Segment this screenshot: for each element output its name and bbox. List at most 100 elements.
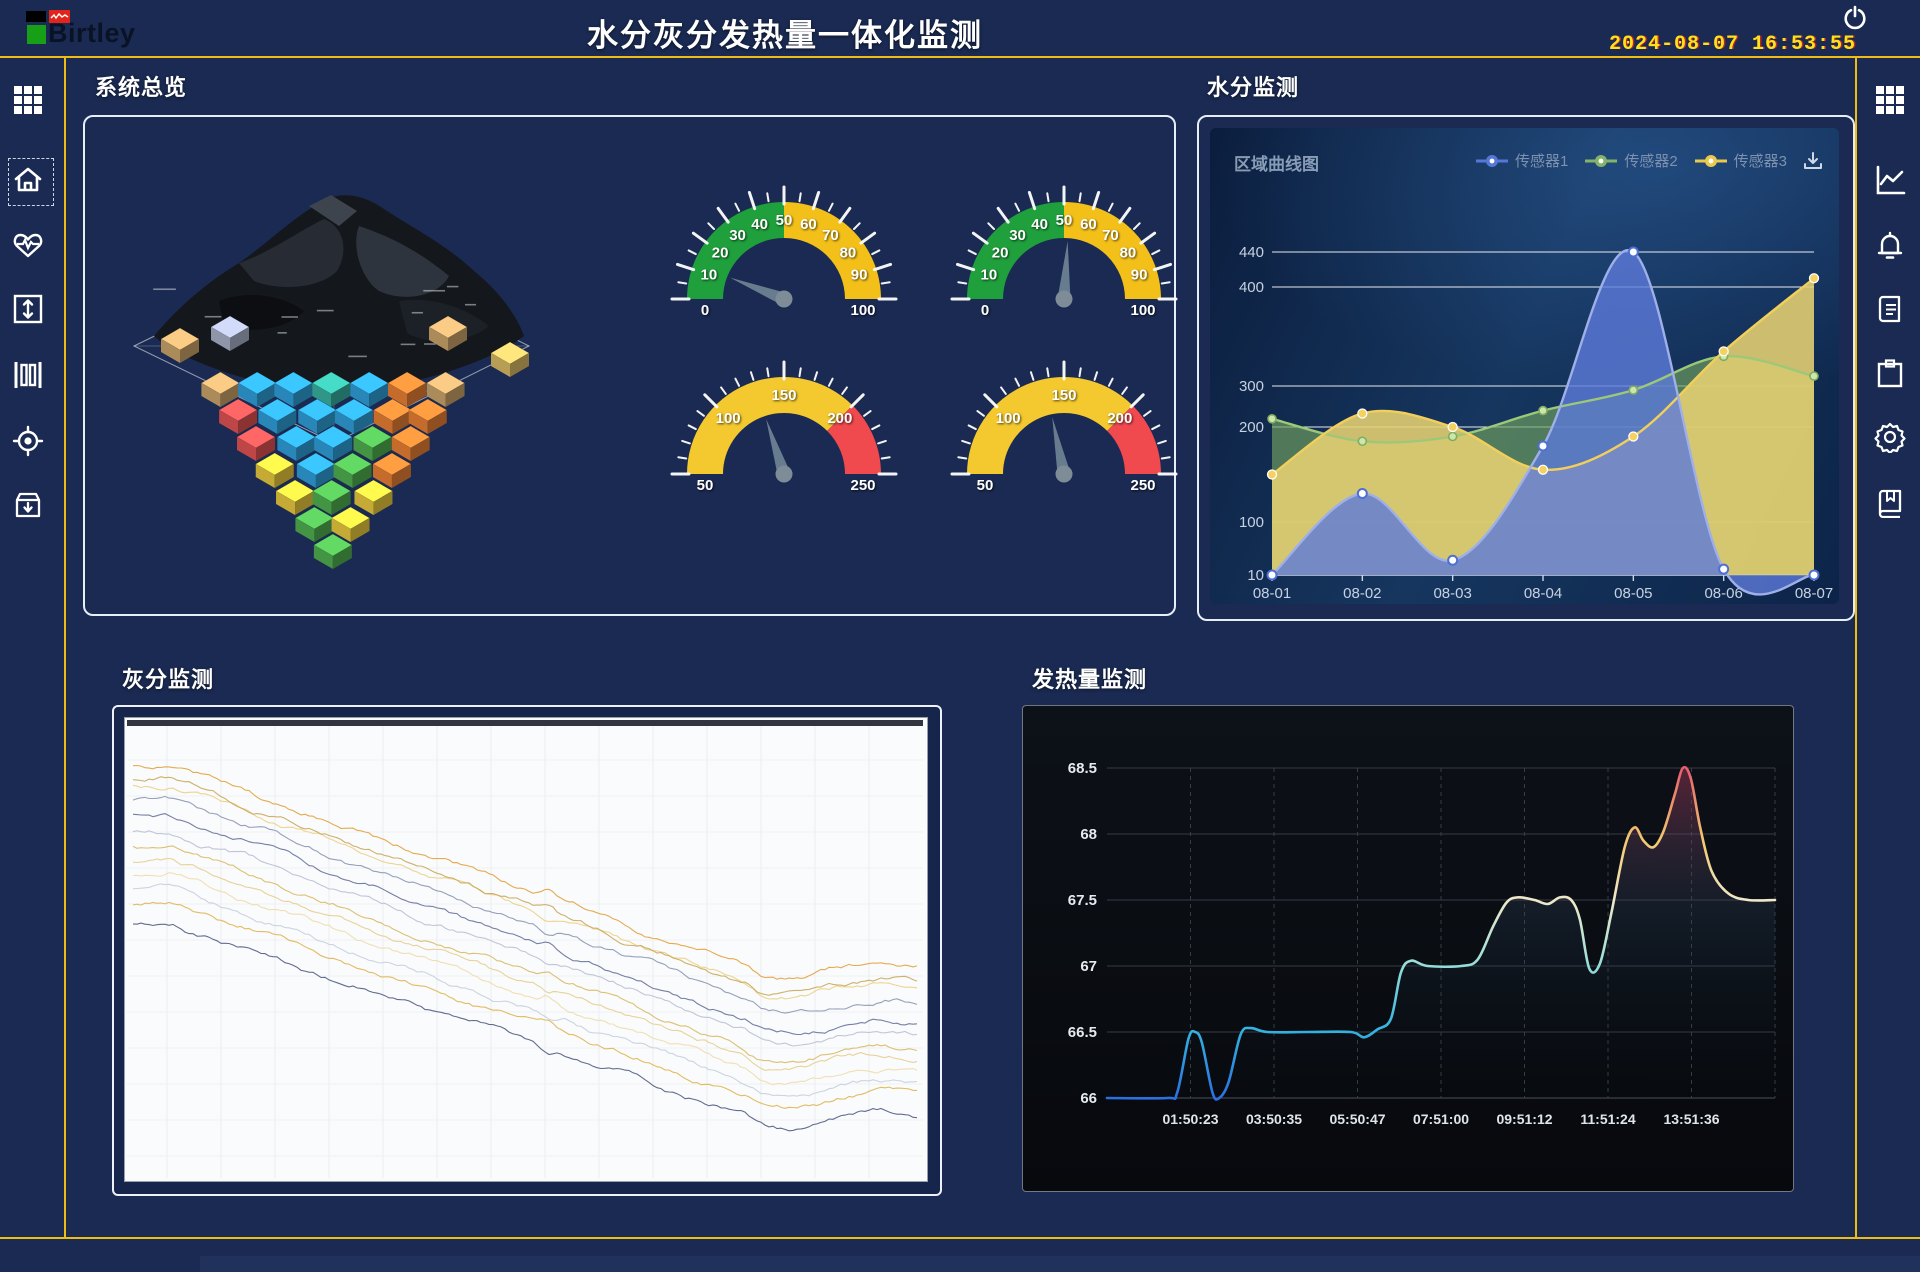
moisture-legend: 传感器1 传感器2 传感器3 (1475, 150, 1823, 171)
svg-text:08-01: 08-01 (1253, 585, 1291, 602)
svg-text:200: 200 (1107, 410, 1132, 427)
svg-text:08-05: 08-05 (1614, 585, 1652, 602)
svg-text:100: 100 (996, 410, 1021, 427)
target-icon[interactable] (11, 424, 45, 458)
svg-text:66: 66 (1080, 1090, 1097, 1107)
ash-chart-card (124, 717, 928, 1182)
gold-line-left (64, 57, 66, 1237)
calorific-line-chart: 66 66.5 67 67.5 68 68.5 01:50:23 03:50:35 05:50:… (1068, 760, 1777, 1127)
ash-trend-chart (127, 726, 923, 1178)
legend-label: 传感器3 (1733, 153, 1787, 170)
svg-text:05:50:47: 05:50:47 (1329, 1111, 1385, 1127)
svg-text:30: 30 (1009, 227, 1026, 244)
svg-text:13:51:36: 13:51:36 (1663, 1111, 1719, 1127)
svg-text:10: 10 (981, 267, 998, 284)
svg-text:66.5: 66.5 (1068, 1024, 1097, 1041)
svg-text:10: 10 (1247, 567, 1264, 584)
ash-panel-title: 灰分监测 (122, 667, 215, 692)
svg-text:30: 30 (729, 227, 746, 244)
overview-panel: 0 10 20 30 40 50 60 70 80 90 100 0 10 20 30 40 50 60 70 80 9… (83, 115, 1178, 616)
svg-text:60: 60 (800, 216, 817, 233)
svg-text:08-02: 08-02 (1343, 585, 1381, 602)
svg-text:150: 150 (771, 387, 796, 404)
svg-text:100: 100 (1130, 302, 1155, 319)
book-icon[interactable] (1873, 486, 1907, 520)
svg-text:11:51:24: 11:51:24 (1580, 1111, 1635, 1127)
svg-text:70: 70 (822, 227, 839, 244)
svg-text:50: 50 (697, 477, 714, 494)
svg-text:300: 300 (1239, 378, 1264, 395)
svg-text:01:50:23: 01:50:23 (1162, 1111, 1218, 1127)
clipboard-icon[interactable] (1873, 356, 1907, 390)
svg-text:200: 200 (827, 410, 852, 427)
meter-bars-icon[interactable] (11, 358, 45, 392)
calorific-panel-title: 发热量监测 (1032, 667, 1148, 692)
svg-text:08-04: 08-04 (1524, 585, 1562, 602)
svg-text:90: 90 (1131, 267, 1148, 284)
home-icon[interactable] (11, 164, 45, 198)
legend-item-sensor1[interactable]: 传感器1 (1475, 150, 1568, 171)
svg-text:400: 400 (1239, 279, 1264, 296)
svg-text:0: 0 (981, 302, 989, 319)
legend-label: 传感器2 (1624, 153, 1678, 170)
svg-text:40: 40 (1031, 216, 1048, 233)
legend-item-sensor3[interactable]: 传感器3 (1694, 150, 1787, 171)
svg-text:80: 80 (1120, 245, 1137, 262)
svg-text:40: 40 (751, 216, 768, 233)
svg-text:90: 90 (851, 267, 868, 284)
logo-red-block (49, 10, 70, 23)
legend-marker (1694, 154, 1727, 167)
svg-text:07:51:00: 07:51:00 (1413, 1111, 1469, 1127)
svg-text:50: 50 (1056, 212, 1073, 229)
legend-marker (1585, 154, 1618, 167)
svg-text:20: 20 (992, 245, 1009, 262)
gauge-grid: 0 10 20 30 40 50 60 70 80 90 100 0 10 20 30 40 50 60 70 80 9… (645, 157, 1178, 597)
power-icon[interactable] (1842, 5, 1868, 31)
legend-marker (1475, 154, 1508, 167)
footer-strip (200, 1256, 1920, 1272)
bell-icon[interactable] (1873, 228, 1907, 262)
svg-text:100: 100 (716, 410, 741, 427)
overview-panel-title: 系统总览 (95, 75, 188, 100)
svg-text:08-03: 08-03 (1433, 585, 1471, 602)
svg-text:100: 100 (850, 302, 875, 319)
svg-text:200: 200 (1239, 419, 1264, 436)
svg-text:68: 68 (1080, 826, 1097, 843)
archive-download-icon[interactable] (11, 488, 45, 522)
svg-text:150: 150 (1051, 387, 1076, 404)
grid-icon[interactable] (11, 83, 45, 117)
svg-text:08-06: 08-06 (1704, 585, 1742, 602)
logo-black-block (26, 11, 46, 22)
gauge-4: 50 100 150 200 250 (950, 360, 1178, 494)
expand-vertical-icon[interactable] (11, 292, 45, 326)
svg-text:440: 440 (1239, 244, 1264, 261)
download-icon[interactable] (1803, 151, 1823, 171)
svg-text:20: 20 (712, 245, 729, 262)
gear-icon[interactable] (1873, 420, 1907, 454)
moisture-panel-title: 水分监测 (1207, 75, 1300, 100)
moisture-panel (1197, 115, 1855, 621)
line-chart-icon[interactable] (1873, 163, 1907, 197)
svg-text:68.5: 68.5 (1068, 760, 1097, 777)
gold-line-right (1855, 57, 1857, 1237)
heart-pulse-icon[interactable] (11, 228, 45, 262)
document-icon[interactable] (1873, 292, 1907, 326)
svg-text:67: 67 (1080, 958, 1097, 975)
logo-green-block (27, 25, 46, 44)
legend-item-sensor2[interactable]: 传感器2 (1584, 150, 1678, 171)
gold-line-top (0, 56, 1920, 58)
svg-text:0: 0 (701, 302, 709, 319)
moisture-chart-subtitle: 区域曲线图 (1234, 155, 1319, 174)
svg-text:09:51:12: 09:51:12 (1496, 1111, 1552, 1127)
datetime-display: 2024-08-07 16:53:55 (1608, 33, 1856, 56)
coal-3d-visualization (132, 195, 531, 569)
svg-text:10: 10 (701, 267, 718, 284)
gauge-3: 50 100 150 200 250 (670, 360, 898, 494)
logo-text: Birtley (48, 18, 136, 48)
grid-icon[interactable] (1873, 83, 1907, 117)
page-title: 水分灰分发热量一体化监测 (587, 18, 983, 53)
svg-text:67.5: 67.5 (1068, 892, 1097, 909)
gold-line-bottom (0, 1237, 1920, 1239)
